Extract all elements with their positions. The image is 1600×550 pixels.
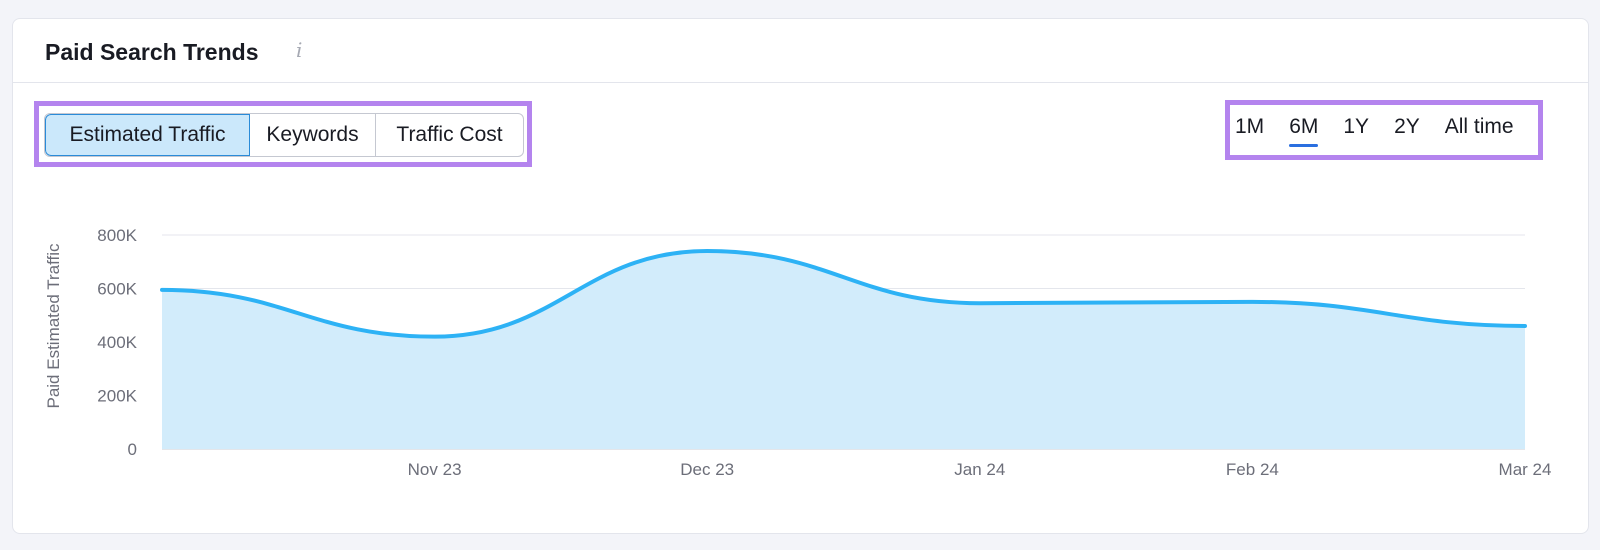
x-tick-label: Feb 24 — [1226, 460, 1279, 479]
x-tick-label: Jan 24 — [954, 460, 1005, 479]
y-tick-label: 0 — [128, 440, 137, 459]
x-tick-label: Mar 24 — [1499, 460, 1552, 479]
range-6m[interactable]: 6M — [1289, 115, 1319, 147]
tab-keywords[interactable]: Keywords — [250, 114, 376, 156]
range-tabs-highlight — [1225, 100, 1543, 160]
x-tick-label: Dec 23 — [680, 460, 734, 479]
card-header: Paid Search Trends i — [13, 19, 1588, 83]
paid-search-trends-card: Paid Search Trends i 0 200K 400K 600K 800K Pa… — [12, 18, 1589, 534]
metric-tabs-highlight — [34, 101, 532, 167]
y-tick-label: 800K — [97, 226, 137, 245]
series-line — [160, 249, 1527, 339]
tab-estimated-traffic[interactable]: Estimated Traffic — [45, 114, 250, 156]
tab-traffic-cost[interactable]: Traffic Cost — [396, 123, 503, 146]
y-tick-label: 200K — [97, 387, 137, 406]
range-all-time[interactable]: All time — [1444, 115, 1514, 138]
range-tabs: 1M 6M 1Y 2Y All time — [1235, 115, 1514, 147]
chart-area: 0 200K 400K 600K 800K Paid Estimated Traffic N… — [13, 19, 1590, 535]
y-tick-label: 400K — [97, 333, 137, 352]
range-2y[interactable]: 2Y — [1394, 115, 1420, 138]
range-1y[interactable]: 1Y — [1343, 115, 1370, 138]
y-axis-title: Paid Estimated Traffic — [44, 243, 63, 409]
panel-title: Paid Search Trends — [45, 39, 259, 65]
area-fill — [162, 251, 1525, 449]
metric-tabs: Estimated Traffic Keywords Traffic Cost — [44, 113, 524, 157]
traffic-chart: 0 200K 400K 600K 800K Paid Estimated Traffic N… — [44, 226, 1552, 479]
y-tick-label: 600K — [97, 280, 137, 299]
info-icon[interactable]: i — [296, 38, 303, 62]
range-1m[interactable]: 1M — [1235, 115, 1265, 138]
x-tick-label: Nov 23 — [408, 460, 462, 479]
